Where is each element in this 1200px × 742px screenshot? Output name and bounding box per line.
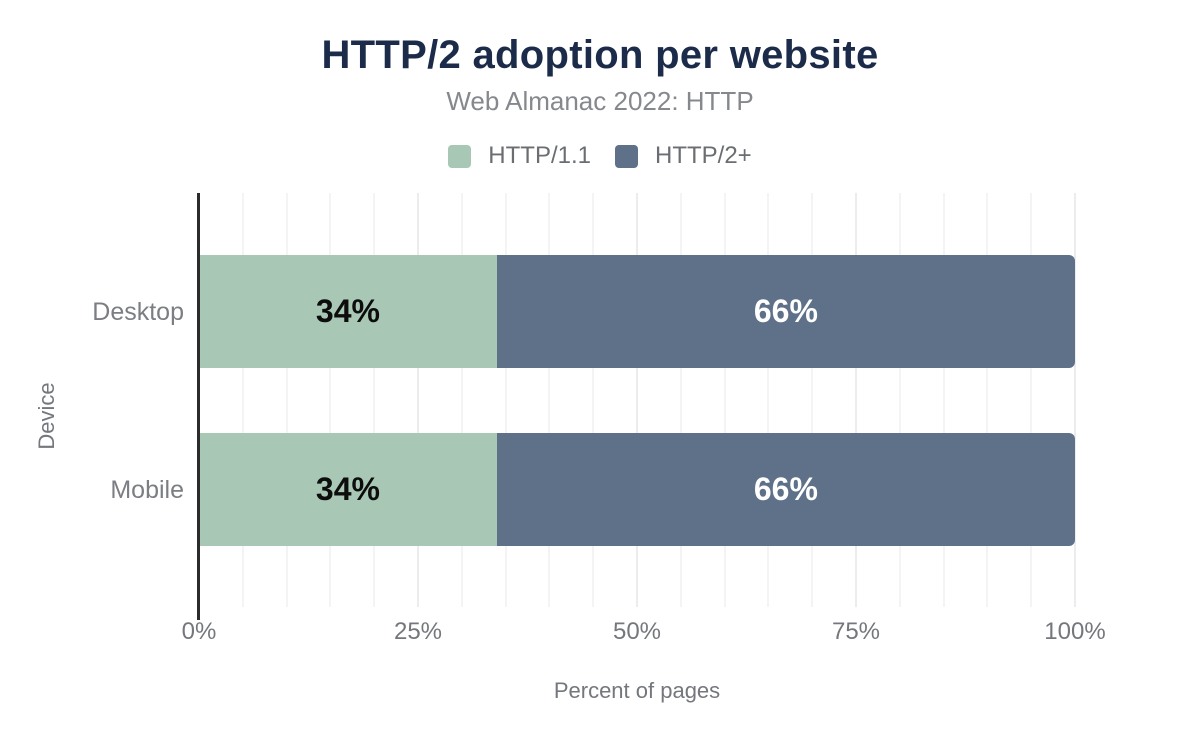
legend-item: HTTP/1.1	[448, 142, 591, 170]
major-gridline	[1074, 193, 1076, 607]
minor-gridline	[285, 193, 288, 607]
minor-gridline	[723, 193, 726, 607]
major-gridline	[855, 193, 857, 607]
minor-gridline	[898, 193, 901, 607]
minor-gridline	[986, 193, 989, 607]
legend-label: HTTP/2+	[655, 142, 752, 169]
x-axis-ticks: 0% 25% 50% 75% 100%	[182, 618, 1106, 648]
minor-gridline	[373, 193, 376, 607]
minor-gridline	[767, 193, 770, 607]
minor-gridline	[1030, 193, 1033, 607]
legend-item: HTTP/2+	[615, 142, 752, 170]
major-gridline	[636, 193, 638, 607]
chart-subtitle: Web Almanac 2022: HTTP	[446, 86, 754, 116]
category-axis-labels: Desktop Mobile	[0, 193, 184, 607]
bar-segment-desktop-http11[interactable]: 34%	[199, 255, 497, 368]
x-tick-label: 0%	[181, 618, 217, 645]
minor-gridline	[329, 193, 332, 607]
major-gridline	[417, 193, 419, 607]
minor-gridline	[592, 193, 595, 607]
x-tick-label: 25%	[393, 618, 443, 645]
category-label-mobile: Mobile	[110, 475, 184, 504]
legend: HTTP/1.1 HTTP/2+	[0, 142, 1200, 170]
legend-label: HTTP/1.1	[488, 142, 591, 169]
x-tick-label: 50%	[612, 618, 662, 645]
bar-value-label: 34%	[315, 293, 380, 329]
x-tick-label: 100%	[1044, 618, 1106, 645]
x-axis-title: Percent of pages	[553, 678, 721, 703]
bar-segment-mobile-http2[interactable]: 66%	[496, 433, 1075, 546]
legend-swatch-icon	[615, 144, 638, 168]
x-tick-label: 75%	[831, 618, 881, 645]
minor-gridline	[942, 193, 945, 607]
bar-value-label: 66%	[753, 293, 818, 329]
legend-swatch-icon	[448, 144, 472, 168]
bar-value-label: 34%	[315, 471, 380, 507]
minor-gridline	[811, 193, 814, 607]
y-axis-baseline	[197, 193, 200, 620]
bar-value-label: 66%	[753, 471, 818, 507]
minor-gridline	[679, 193, 682, 607]
chart-title: HTTP/2 adoption per website	[321, 33, 879, 77]
plot-area: 34% 66% 34% 66%	[199, 193, 1076, 607]
bar-segment-mobile-http11[interactable]: 34%	[199, 433, 497, 546]
minor-gridline	[504, 193, 507, 607]
category-label-desktop: Desktop	[92, 297, 184, 326]
bar-segment-desktop-http2[interactable]: 66%	[496, 255, 1075, 368]
minor-gridline	[241, 193, 244, 607]
minor-gridline	[460, 193, 463, 607]
minor-gridline	[548, 193, 551, 607]
